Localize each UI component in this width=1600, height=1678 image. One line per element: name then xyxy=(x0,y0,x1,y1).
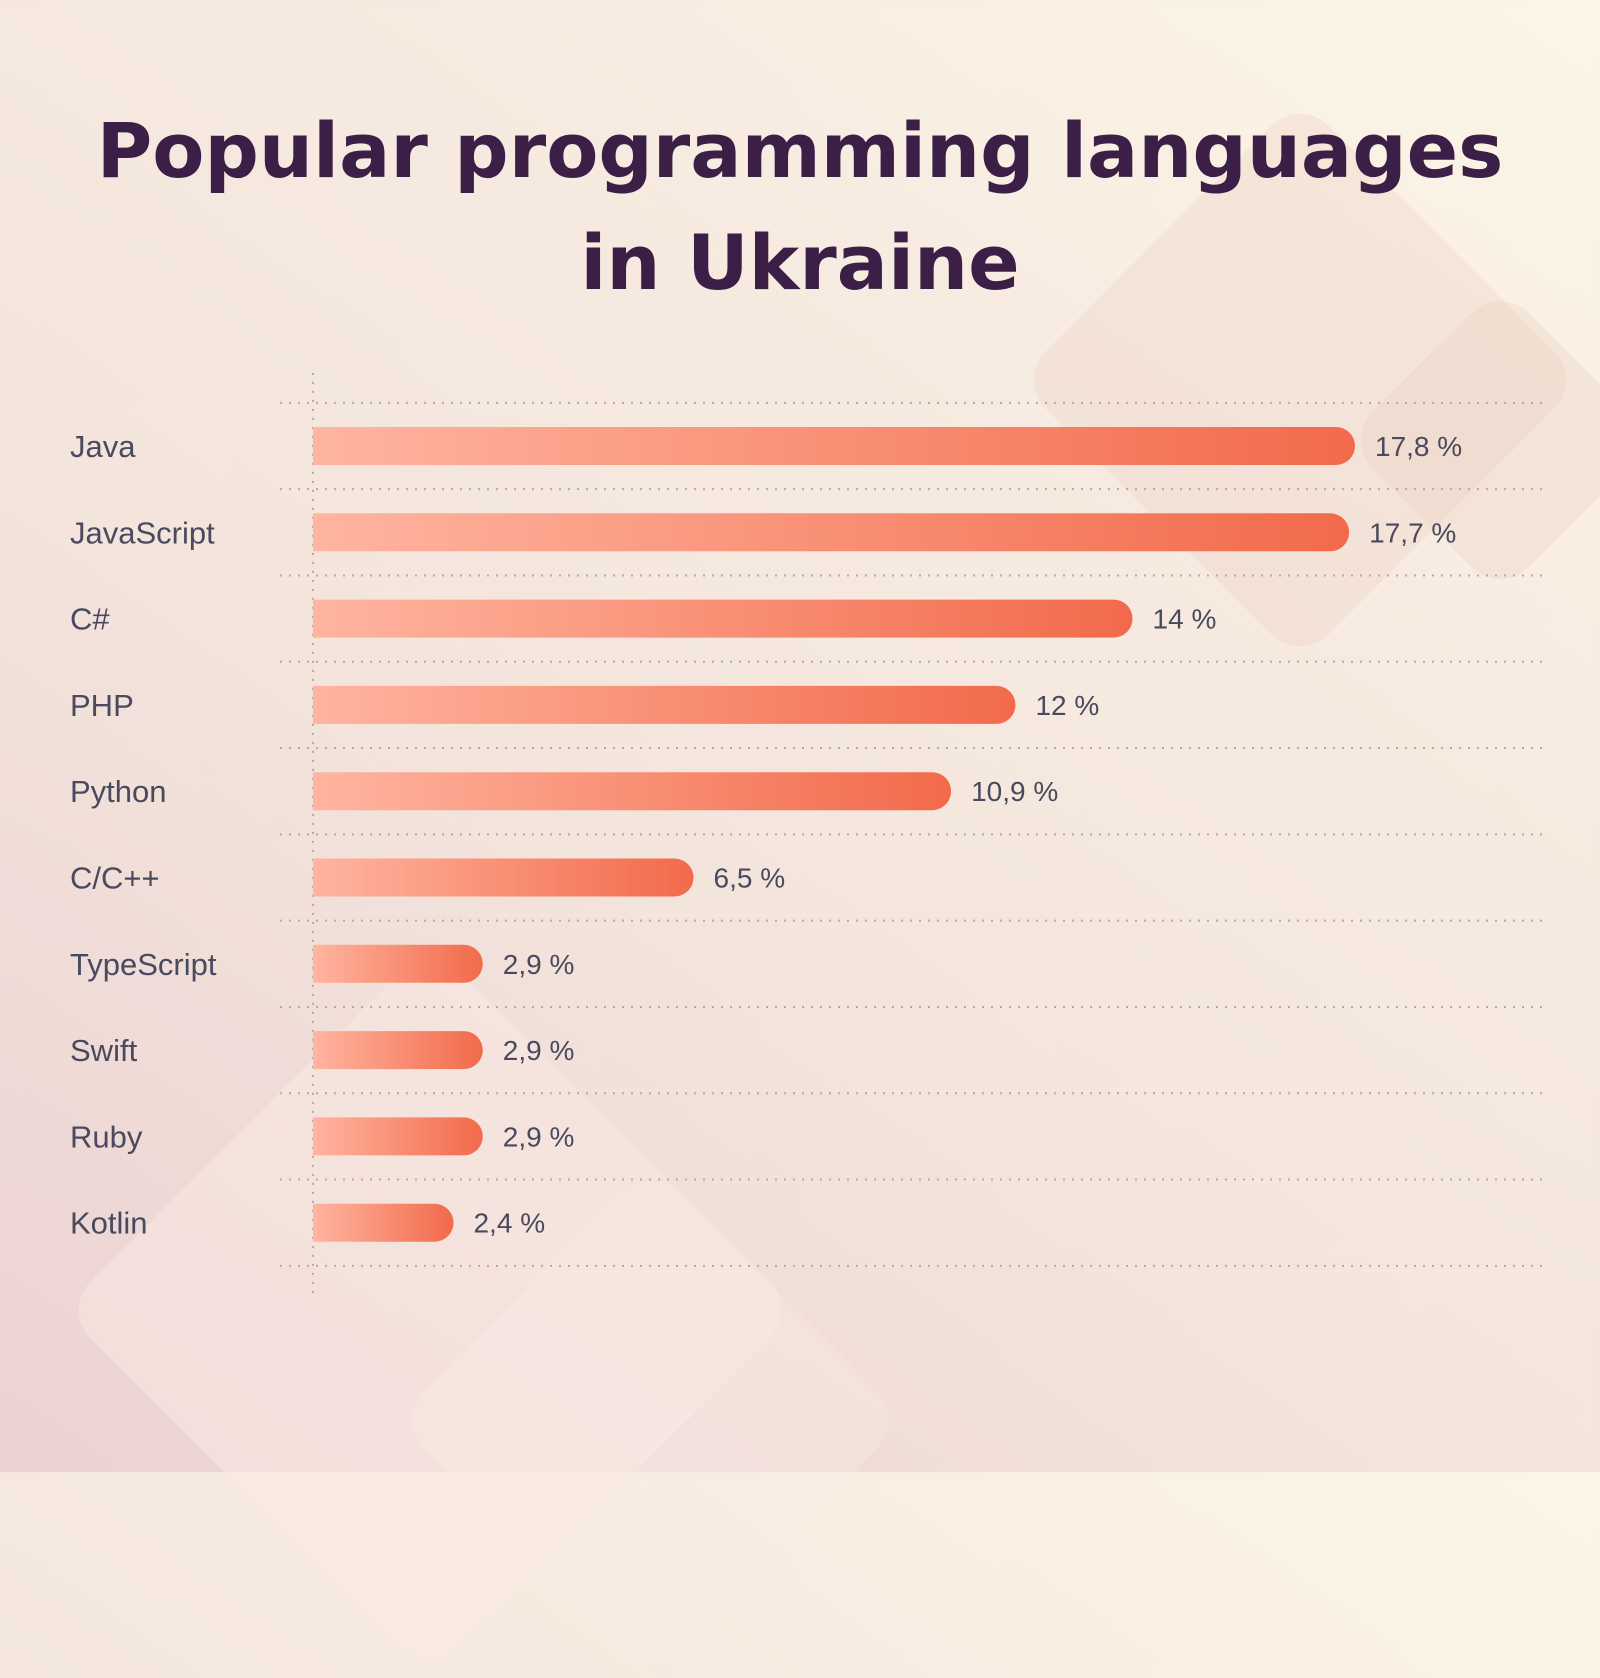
value-label: 10,9 % xyxy=(971,776,1058,807)
chart-title-line: in Ukraine xyxy=(580,218,1020,307)
category-label: C# xyxy=(70,602,110,637)
category-label: JavaScript xyxy=(70,515,215,550)
value-label: 2,9 % xyxy=(503,1035,575,1066)
value-label: 6,5 % xyxy=(714,863,786,894)
bar xyxy=(313,1203,454,1242)
bar xyxy=(313,772,952,811)
category-label: TypeScript xyxy=(70,947,217,982)
bar xyxy=(313,599,1133,638)
value-label: 2,4 % xyxy=(473,1208,545,1239)
value-label: 2,9 % xyxy=(503,1121,575,1152)
value-label: 12 % xyxy=(1035,690,1099,721)
bar xyxy=(313,1117,483,1156)
category-label: C/C++ xyxy=(70,861,160,896)
category-label: Swift xyxy=(70,1033,138,1068)
category-label: Ruby xyxy=(70,1119,143,1154)
chart-title-line: Popular programming languages xyxy=(96,106,1504,195)
value-label: 17,7 % xyxy=(1369,517,1456,548)
value-label: 2,9 % xyxy=(503,949,575,980)
bar xyxy=(313,944,483,983)
category-label: Python xyxy=(70,774,167,809)
category-label: Java xyxy=(70,429,136,464)
bar xyxy=(313,1031,483,1070)
bar xyxy=(313,513,1350,552)
value-label: 14 % xyxy=(1153,604,1217,635)
category-label: Kotlin xyxy=(70,1206,148,1241)
bar xyxy=(313,858,694,897)
category-label: PHP xyxy=(70,688,134,723)
bar-chart: Java 17,8 % JavaScript 17,7 % C# 14 % PHP 12 % P… xyxy=(70,372,1545,1296)
bar xyxy=(313,427,1355,465)
bar xyxy=(313,685,1016,724)
chart-title: Popular programming languages in Ukraine xyxy=(0,95,1600,319)
value-label: 17,8 % xyxy=(1375,431,1462,462)
